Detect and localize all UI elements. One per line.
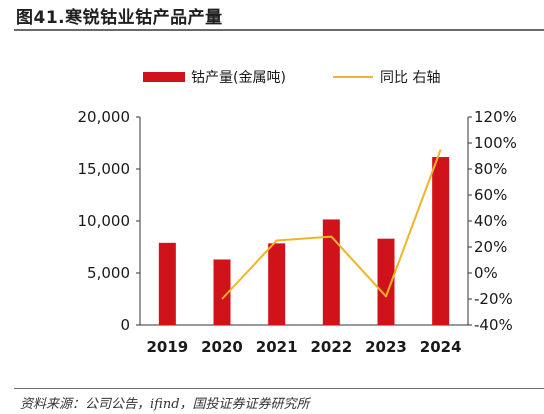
left-tick-label: 5,000 — [87, 264, 130, 282]
bar — [432, 157, 450, 325]
bar-series — [158, 157, 450, 325]
left-tick-label: 15,000 — [78, 160, 131, 178]
legend-bar-swatch — [143, 72, 185, 82]
left-tick-label: 10,000 — [78, 212, 131, 230]
x-tick-label: 2019 — [146, 338, 188, 356]
right-tick-label: 40% — [474, 212, 507, 230]
right-tick-label: 80% — [474, 160, 507, 178]
right-tick-label: 100% — [474, 134, 517, 152]
x-tick-label: 2022 — [310, 338, 352, 356]
bar — [158, 242, 176, 325]
top-divider — [14, 29, 544, 31]
x-tick-label: 2023 — [365, 338, 407, 356]
bar — [213, 259, 231, 325]
legend-bar-label: 钴产量(金属吨) — [191, 70, 286, 86]
right-tick-label: 60% — [474, 186, 507, 204]
line-series — [221, 149, 442, 300]
bottom-divider — [14, 388, 544, 389]
figure-title: 图41.寒锐钴业钴产品产量 — [16, 8, 223, 28]
left-tick-label: 0 — [120, 316, 130, 334]
axes: 0 5,000 10,000 15,000 20,000 -40% -20% 0% 20% 40%… — [78, 108, 517, 356]
right-tick-label: 20% — [474, 238, 507, 256]
right-tick-label: -40% — [474, 316, 513, 334]
bar — [377, 238, 395, 325]
bar — [268, 243, 286, 325]
left-tick-label: 20,000 — [78, 108, 131, 126]
right-tick-label: 120% — [474, 108, 517, 126]
source-note: 资料来源：公司公告，ifind，国投证券证券研究所 — [20, 397, 310, 412]
bar — [322, 219, 340, 325]
right-tick-label: 0% — [474, 264, 498, 282]
right-tick-label: -20% — [474, 290, 513, 308]
x-tick-label: 2021 — [256, 338, 298, 356]
x-tick-label: 2024 — [420, 338, 462, 356]
legend-line-label: 同比 右轴 — [380, 70, 440, 86]
x-tick-label: 2020 — [201, 338, 243, 356]
chart: 钴产量(金属吨) 同比 右轴 0 5,000 10,000 15,000 20,000 -4… — [78, 70, 517, 356]
legend: 钴产量(金属吨) 同比 右轴 — [143, 70, 440, 86]
